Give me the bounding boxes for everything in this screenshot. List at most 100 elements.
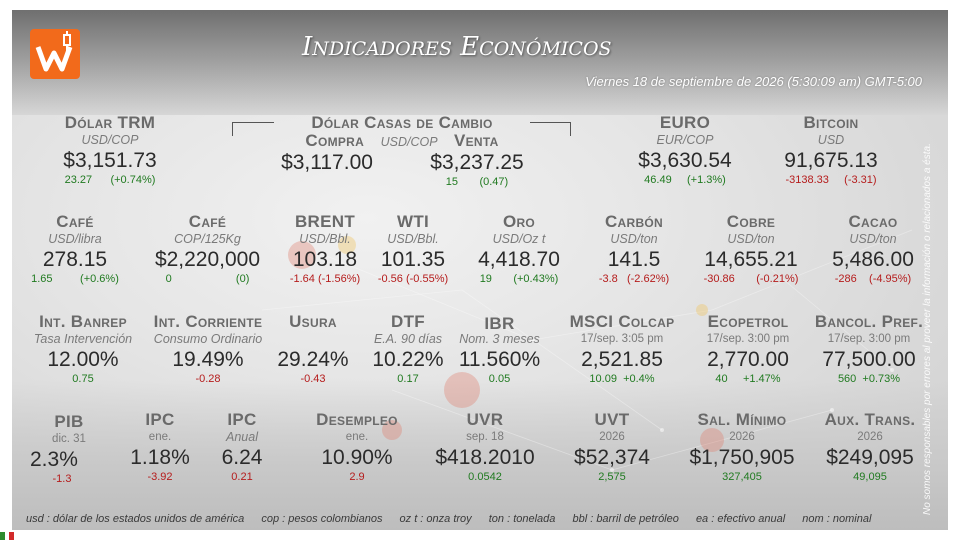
indicator-name: Cobre [726,212,776,231]
indicator-unit: USD/Bbl. [387,232,439,246]
indicator-value: $249,095 [826,446,914,469]
indicator-unit: USD/Oz t [492,232,546,246]
indicator-unit: USD [817,133,845,147]
indicator-name: UVT [594,410,630,429]
indicator-name: IPC [227,410,257,429]
indicator-unit: 2026 [599,431,625,443]
legend-item: ea : efectivo anual [695,513,786,525]
footer-band [12,380,948,530]
indicator-cafe-usd: Café USD/libra 278.15 1.65 (+0.6%) [20,212,130,286]
indicator-value: 11.560% [458,348,541,371]
indicator-name: Dólar TRM [64,113,156,132]
indicator-name: Bitcoin [803,113,859,132]
indicator-unit: USD/Bbl. [299,232,351,246]
indicator-brent: BRENT USD/Bbl. 103.18 -1.64 (-1.56%) [282,212,368,286]
indicator-change: -0.56 (-0.55%) [377,273,449,285]
indicator-name: UVR [466,410,504,429]
indicator-cobre: Cobre USD/ton 14,655.21 -30.86 (-0.21%) [692,212,810,286]
indicator-ibr: IBR Nom. 3 meses 11.560% 0.05 [452,314,547,386]
indicator-bitcoin: Bitcoin USD 91,675.13 -3138.33 (-3.31) [766,113,896,187]
indicator-name: WTI [396,212,430,231]
indicator-change: 2.9 [349,471,365,483]
indicator-int-corriente: Int. Corriente Consumo Ordinario 19.49% … [144,312,272,386]
indicator-change: 0.0542 [468,471,502,483]
indicator-unit: Nom. 3 meses [459,332,540,346]
indicator-name: Dólar Casas de Cambio [311,113,493,132]
indicator-change: 10.09 +0.4% [589,373,655,385]
indicator-unit: USD/COP [380,135,438,149]
indicator-cacao: Cacao USD/ton 5,486.00 -286 (-4.95%) [818,212,928,286]
indicator-wti: WTI USD/Bbl. 101.35 -0.56 (-0.55%) [370,212,456,286]
indicator-value: 4,418.70 [478,248,560,271]
indicator-value: $52,374 [574,446,650,469]
indicator-uvt: UVT 2026 $52,374 2,575 [557,410,667,484]
indicator-change: 40 +1.47% [715,373,781,385]
legend-item: usd : dólar de los estados unidos de amé… [26,513,245,525]
indicator-change: 1.65 (+0.6%) [31,273,119,285]
indicator-value: 278.15 [42,248,108,271]
indicator-name: EURO [659,113,711,132]
indicator-change: 23.27 (+0.74%) [64,174,156,186]
indicator-name: Café [56,212,94,231]
indicator-unit: Anual [226,430,258,444]
indicator-name: Int. Corriente [153,312,263,331]
indicator-int-banrep: Int. Banrep Tasa Intervención 12.00% 0.7… [24,312,142,386]
indicator-unit: ene. [345,431,369,443]
indicator-euro: EURO EUR/COP $3,630.54 46.49 (+1.3%) [615,113,755,187]
company-logo [30,29,80,79]
indicator-change: -3138.33 (-3.31) [785,174,877,186]
indicator-value: 91,675.13 [784,149,878,172]
indicator-change: 19 (+0.43%) [479,273,559,285]
indicator-unit: USD/ton [727,232,775,246]
indicator-msci-colcap: MSCI Colcap 17/sep. 3:05 pm 2,521.85 10.… [560,312,684,386]
legend-item: ton : tonelada [488,513,556,525]
indicator-unit: Consumo Ordinario [153,332,263,346]
legend-item: cop : pesos colombianos [261,513,383,525]
indicator-change: -1.3 [52,473,72,485]
indicator-bancol-pref: Bancol. Pref. 17/sep. 3:00 pm 77,500.00 … [812,312,926,386]
network-background-decoration [261,229,913,472]
indicator-unit: Tasa Intervención [33,332,133,346]
indicator-name: IPC [145,410,175,429]
indicator-dolar-casas: Dólar Casas de Cambio [274,113,530,133]
indicator-unit: EUR/COP [656,133,714,147]
indicator-value: 2.3% [30,448,78,471]
indicator-dolar-trm: Dólar TRM USD/COP $3,151.73 23.27 (+0.74… [45,113,175,187]
indicator-name: Sal. Mínimo [697,410,787,429]
indicator-value: 5,486.00 [832,248,914,271]
indicator-value: 2,521.85 [581,348,663,371]
indicator-name: PIB [54,412,84,431]
indicator-value: 10.90% [321,446,393,469]
indicator-value: 10.22% [372,348,444,371]
indicator-ecopetrol: Ecopetrol 17/sep. 3:00 pm 2,770.00 40 +1… [688,312,808,386]
indicator-change: 0.21 [231,471,253,483]
legend-item: bbl : barril de petróleo [572,513,679,525]
indicators-panel: INDICADORES ECONÓMICOS Viernes 18 de sep… [12,10,948,530]
indicator-change: -0.43 [300,373,326,385]
indicator-cafe-cop: Café COP/125Kg $2,220,000 0 (0) [140,212,275,286]
indicator-value: $3,630.54 [638,149,732,172]
legend-item: nom : nominal [802,513,872,525]
indicator-change: -3.8 (-2.62%) [598,273,670,285]
indicator-name: BRENT [294,212,356,231]
indicator-ipc-anual: IPC Anual 6.24 0.21 [202,410,282,484]
indicator-unit [258,332,368,347]
indicator-value: $2,220,000 [154,248,261,271]
indicator-unit: dic. 31 [52,433,86,445]
indicator-value: 14,655.21 [704,248,798,271]
indicator-unit: 17/sep. 3:00 pm [706,333,790,345]
legend-item: oz t : onza troy [399,513,472,525]
indicator-aux-transporte: Aux. Trans. 2026 $249,095 49,095 [810,410,930,484]
timestamp: Viernes 18 de septiembre de 2026 (5:30:0… [585,74,922,89]
indicator-change: 0.05 [488,373,511,385]
disclaimer-text: No somos responsables por errores al pro… [922,143,933,515]
bracket-left [232,122,274,123]
indicator-usura: Usura 29.24% -0.43 [258,312,368,386]
indicator-ipc-mensual: IPC ene. 1.18% -3.92 [120,410,200,484]
indicator-dtf: DTF E.A. 90 días 10.22% 0.17 [362,312,454,386]
indicator-carbon: Carbón USD/ton 141.5 -3.8 (-2.62%) [584,212,684,286]
indicator-unit: USD/libra [48,232,102,246]
indicator-value: 29.24% [277,348,349,371]
indicator-name: Desempleo [316,410,398,429]
bracket-right [530,122,571,123]
